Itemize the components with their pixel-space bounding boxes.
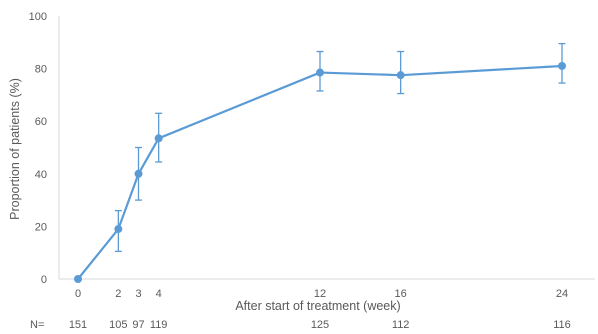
n-value: 119: [150, 319, 168, 331]
error-bars: [114, 42, 566, 253]
y-tick-label: 60: [35, 116, 47, 128]
x-tick-label: 24: [556, 288, 568, 300]
data-point: [154, 134, 163, 143]
y-axis-title: Proportion of patients (%): [8, 78, 22, 220]
data-point: [114, 225, 123, 234]
x-axis-title: After start of treatment (week): [235, 299, 400, 313]
n-value: 112: [392, 319, 410, 331]
y-tick-label: 20: [35, 221, 47, 233]
y-tick-label: 80: [35, 64, 47, 76]
n-value: 105: [109, 319, 127, 331]
y-tick-label: 40: [35, 169, 47, 181]
data-point: [316, 68, 324, 77]
x-tick-label: 0: [75, 288, 81, 300]
series-line: [77, 64, 563, 280]
n-value: 116: [553, 319, 571, 331]
n-value: 151: [69, 319, 87, 331]
n-value: 125: [311, 319, 329, 331]
data-point: [396, 71, 405, 80]
y-tick-label: 100: [29, 11, 47, 23]
data-point: [134, 169, 143, 178]
y-tick-labels: 0 20 40 60 80 100: [29, 11, 47, 286]
data-point: [558, 61, 566, 70]
n-row: N= 151 105 97 119 125 112 116: [30, 319, 571, 331]
x-tick-label: 12: [314, 288, 326, 300]
y-tick-label: 0: [41, 274, 47, 286]
x-tick-label: 3: [135, 288, 141, 300]
x-tick-labels: 0 2 3 4 12 16 24: [75, 288, 568, 300]
data-point: [74, 275, 82, 283]
series: [74, 61, 566, 283]
n-label: N=: [30, 319, 44, 331]
n-value: 97: [132, 319, 144, 331]
axes: [58, 16, 595, 280]
x-tick-label: 2: [115, 288, 121, 300]
x-tick-label: 16: [395, 288, 407, 300]
x-tick-label: 4: [156, 288, 162, 300]
